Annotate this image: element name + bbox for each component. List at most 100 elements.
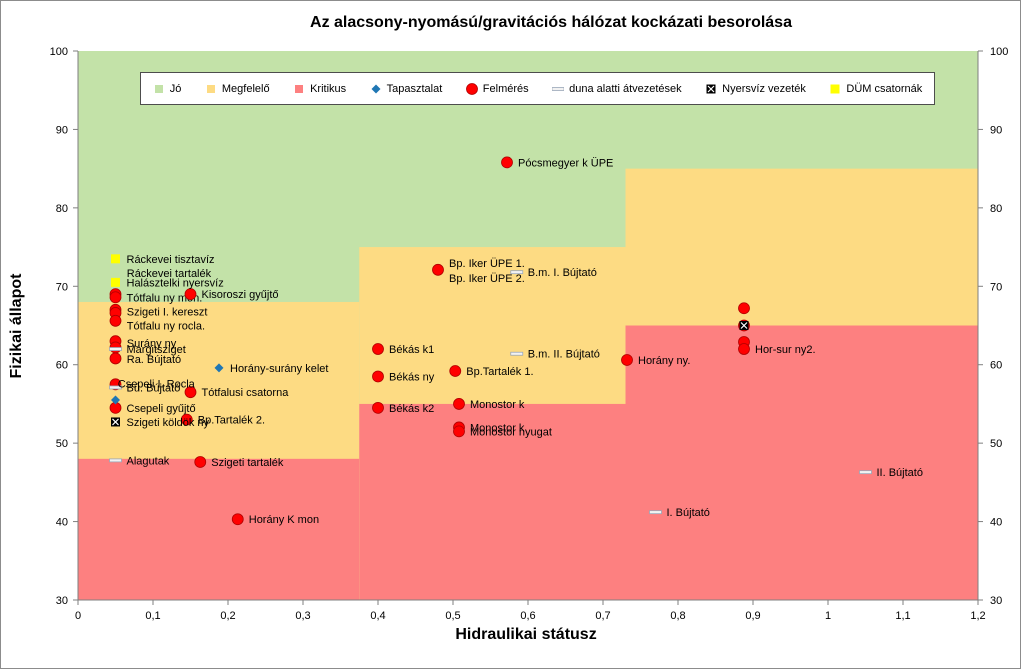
legend-label: Felmérés (482, 82, 529, 95)
y-tick-label-right: 90 (990, 124, 1002, 136)
data-label: Békás ny (389, 371, 435, 383)
data-label: Csepeli I. Rocla (118, 379, 196, 391)
data-label: Tótfalu ny mon. (127, 292, 203, 304)
legend: Jó Megfelelő Kritikus Tapasztalat Felmérés du… (140, 72, 935, 105)
tapasztalat-point (111, 395, 120, 405)
legend-area-swatch (295, 84, 304, 93)
legend-item: Nyersvíz vezeték (705, 83, 806, 95)
legend-item: Kritikus (293, 83, 346, 95)
legend-swatch (295, 84, 304, 93)
x-tick-label: 0,7 (595, 610, 610, 622)
data-label: Békás k1 (389, 344, 434, 356)
legend-swatch (465, 82, 478, 95)
felmeres-point (109, 291, 122, 304)
data-label: Monostor nyugat (470, 426, 552, 438)
data-label: Horány ny. (638, 355, 690, 367)
y-tick-label-left: 30 (56, 595, 68, 607)
x-tick-label: 1,2 (970, 610, 985, 622)
x-tick-label: 0,6 (520, 610, 535, 622)
x-tick-label: 0,5 (445, 610, 460, 622)
legend-label: DÜM csatornák (846, 82, 923, 95)
felmeres-point (372, 343, 384, 355)
x-tick-label: 0,2 (220, 610, 235, 622)
duna-point (510, 270, 524, 275)
felmeres-point (184, 386, 197, 399)
felmeres-point (109, 352, 122, 365)
legend-item: Megfelelő (205, 83, 270, 95)
data-label: Surány ny (127, 338, 177, 350)
legend-item: Tapasztalat (370, 83, 442, 95)
data-label: Bú. Bújtató (127, 382, 181, 394)
y-tick-label-right: 50 (990, 438, 1002, 450)
nyersviz-point (111, 417, 120, 427)
legend-area-swatch (206, 84, 215, 93)
dum-point (111, 254, 120, 264)
felmeres-point (453, 425, 465, 438)
y-tick-label-left: 70 (56, 281, 68, 293)
x-tick-label: 0,4 (370, 610, 385, 622)
data-label: II. Bújtató (877, 467, 923, 479)
legend-swatch (830, 84, 840, 93)
legend-label: Jó (169, 82, 182, 95)
x-tick-label: 0,9 (745, 610, 760, 622)
data-label: Szigeti I. kereszt (127, 306, 208, 318)
data-label: Horány-surány kelet (230, 363, 328, 375)
legend-item: duna alatti átvezetések (552, 83, 682, 95)
chart-title: Az alacsony-nyomású/gravitációs hálózat … (310, 14, 792, 31)
felmeres-point (432, 263, 444, 276)
zone-kritikus (625, 325, 978, 600)
data-label: Hor-sur ny2. (755, 344, 816, 356)
x-tick-label: 0,3 (295, 610, 310, 622)
felmeres-point (501, 156, 513, 169)
data-label: Bp.Tartalék 1. (466, 366, 533, 378)
y-tick-label-right: 40 (990, 517, 1002, 529)
felmeres-point (184, 288, 197, 301)
duna-point (109, 385, 122, 390)
nyersviz-marker-cross (707, 85, 715, 92)
zone-kritikus (78, 458, 360, 600)
felmeres-point (109, 314, 122, 327)
x-tick-label: 0,8 (670, 610, 685, 622)
data-label: Horány K mon (249, 514, 319, 526)
data-label: Tótfalu ny rocla. (127, 321, 205, 333)
legend-swatch (706, 84, 716, 93)
data-label: B.m. I. Bújtató (528, 267, 597, 279)
x-tick-label: 0,1 (145, 610, 160, 622)
y-tick-label-left: 40 (56, 517, 68, 529)
zone-kritikus (359, 403, 626, 600)
y-tick-label-left: 90 (56, 124, 68, 136)
y-tick-label-left: 80 (56, 203, 68, 215)
legend-marker (706, 84, 716, 93)
data-label: Szigeti köldök ny (127, 417, 210, 429)
duna-point (109, 347, 122, 351)
data-label: Tótfalusi csatorna (202, 387, 290, 399)
tapasztalat-point (214, 363, 224, 373)
data-label: Halásztelki nyersvíz (127, 277, 224, 289)
y-tick-label-right: 100 (990, 46, 1008, 58)
nyersviz-marker-cross (112, 418, 119, 426)
data-label: Ra. Bújtató (127, 354, 181, 366)
y-tick-label-right: 60 (990, 360, 1002, 372)
felmeres-point (194, 456, 207, 468)
data-label: Margitsziget (127, 344, 186, 356)
felmeres-point (738, 302, 750, 315)
data-label: Kisoroszi gyűjtő (202, 289, 279, 301)
data-label: Ráckevei tartalék (127, 268, 212, 280)
legend-swatch (552, 86, 565, 91)
legend-marker (371, 84, 381, 93)
felmeres-point (738, 343, 750, 355)
data-label: Alagutak (127, 455, 170, 467)
x-axis-title: Hidraulikai státusz (455, 626, 597, 643)
duna-point (109, 458, 122, 463)
data-label: I. Bújtató (667, 507, 710, 519)
data-label: Pócsmegyer k ÜPE (518, 157, 613, 169)
legend-label: Kritikus (310, 82, 347, 95)
data-label: Monostor k (470, 422, 525, 434)
legend-item: DÜM csatornák (829, 83, 922, 95)
felmeres-point (621, 354, 633, 366)
data-label: Bp. Iker ÜPE 1. (449, 258, 525, 270)
data-label: Ráckevei tisztavíz (127, 254, 215, 266)
y-tick-label-left: 100 (50, 46, 68, 58)
y-tick-label-left: 60 (56, 360, 68, 372)
legend-marker (465, 82, 478, 95)
